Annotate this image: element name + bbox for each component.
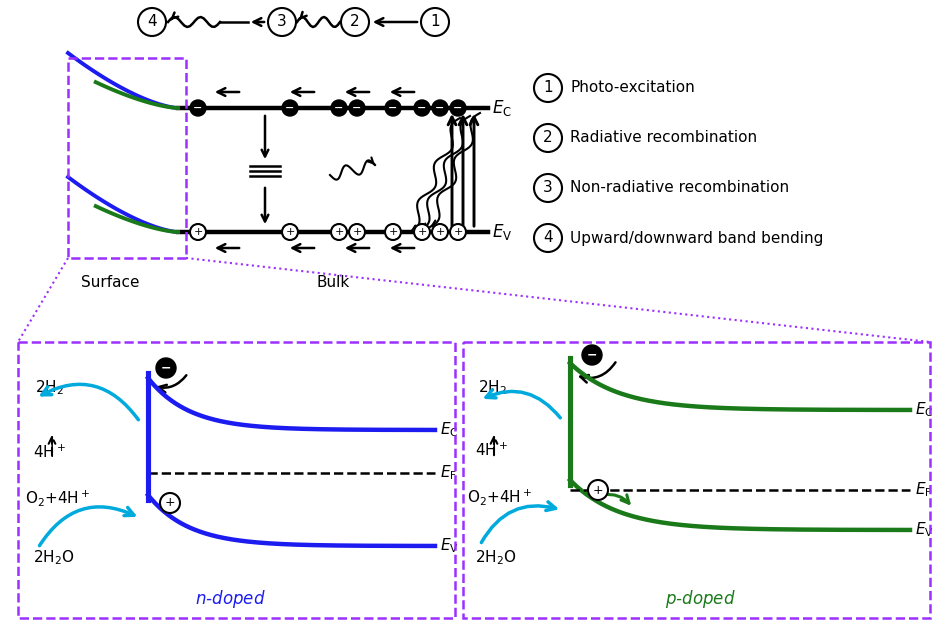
Text: $E_\mathrm{F}$: $E_\mathrm{F}$ [915,481,932,499]
Circle shape [432,224,448,240]
Text: Bulk: Bulk [316,275,350,290]
Text: +: + [453,227,463,237]
Circle shape [534,124,562,152]
Text: $p$-doped: $p$-doped [665,588,735,610]
Text: −: − [453,103,463,113]
Text: $E_\mathrm{C}$: $E_\mathrm{C}$ [492,98,512,118]
Circle shape [138,8,166,36]
Circle shape [582,345,602,365]
Circle shape [385,100,401,116]
Circle shape [282,100,298,116]
Circle shape [421,8,449,36]
Text: +: + [435,227,445,237]
Text: +: + [352,227,361,237]
Text: 1: 1 [543,81,552,96]
Text: −: − [388,103,397,113]
Text: +: + [193,227,202,237]
Text: O$_2$+4H$^+$: O$_2$+4H$^+$ [25,488,91,508]
Text: 2H$_2$: 2H$_2$ [478,379,507,398]
Text: 2: 2 [350,14,359,29]
Text: $E_\mathrm{C}$: $E_\mathrm{C}$ [915,401,934,419]
Text: −: − [417,103,427,113]
Circle shape [349,224,365,240]
Circle shape [331,100,347,116]
Text: −: − [334,103,343,113]
Circle shape [450,224,466,240]
Text: 3: 3 [543,181,552,196]
Text: Radiative recombination: Radiative recombination [570,131,757,146]
Text: −: − [352,103,361,113]
Text: +: + [165,496,175,509]
Text: $E_\mathrm{V}$: $E_\mathrm{V}$ [492,222,513,242]
Text: 4H$^+$: 4H$^+$ [475,441,508,459]
Circle shape [414,224,430,240]
Circle shape [385,224,401,240]
Circle shape [534,74,562,102]
Text: −: − [286,103,295,113]
Text: Photo-excitation: Photo-excitation [570,81,694,96]
Text: O$_2$+4H$^+$: O$_2$+4H$^+$ [467,487,533,507]
Text: +: + [593,484,604,496]
Text: $E_\mathrm{V}$: $E_\mathrm{V}$ [440,537,459,556]
Text: 4: 4 [543,231,552,246]
Text: −: − [161,361,171,374]
Circle shape [190,100,206,116]
Circle shape [331,224,347,240]
Text: 2H$_2$: 2H$_2$ [35,379,64,398]
Text: $n$-doped: $n$-doped [195,588,265,610]
Circle shape [341,8,369,36]
Circle shape [282,224,298,240]
Circle shape [588,480,608,500]
Text: Non-radiative recombination: Non-radiative recombination [570,181,789,196]
Circle shape [349,100,365,116]
Circle shape [160,493,180,513]
Text: 1: 1 [430,14,440,29]
Text: $E_\mathrm{V}$: $E_\mathrm{V}$ [915,521,934,539]
Circle shape [156,358,176,378]
Text: +: + [286,227,295,237]
Text: 3: 3 [277,14,287,29]
Circle shape [432,100,448,116]
Text: 4H$^+$: 4H$^+$ [33,443,66,461]
Text: 2H$_2$O: 2H$_2$O [475,549,517,568]
Circle shape [268,8,296,36]
Circle shape [414,100,430,116]
Text: −: − [193,103,202,113]
Text: 4: 4 [148,14,157,29]
Text: −: − [435,103,445,113]
Circle shape [190,224,206,240]
Circle shape [534,174,562,202]
Circle shape [534,224,562,252]
Text: 2H$_2$O: 2H$_2$O [33,549,75,568]
Text: Upward/downward band bending: Upward/downward band bending [570,231,823,246]
Text: $E_\mathrm{C}$: $E_\mathrm{C}$ [440,421,459,439]
Circle shape [450,100,466,116]
Text: −: − [587,349,597,361]
Text: +: + [417,227,427,237]
Text: +: + [388,227,397,237]
Text: +: + [334,227,343,237]
Text: 2: 2 [543,131,552,146]
Text: Surface: Surface [80,275,139,290]
Text: $E_\mathrm{F}$: $E_\mathrm{F}$ [440,464,457,482]
